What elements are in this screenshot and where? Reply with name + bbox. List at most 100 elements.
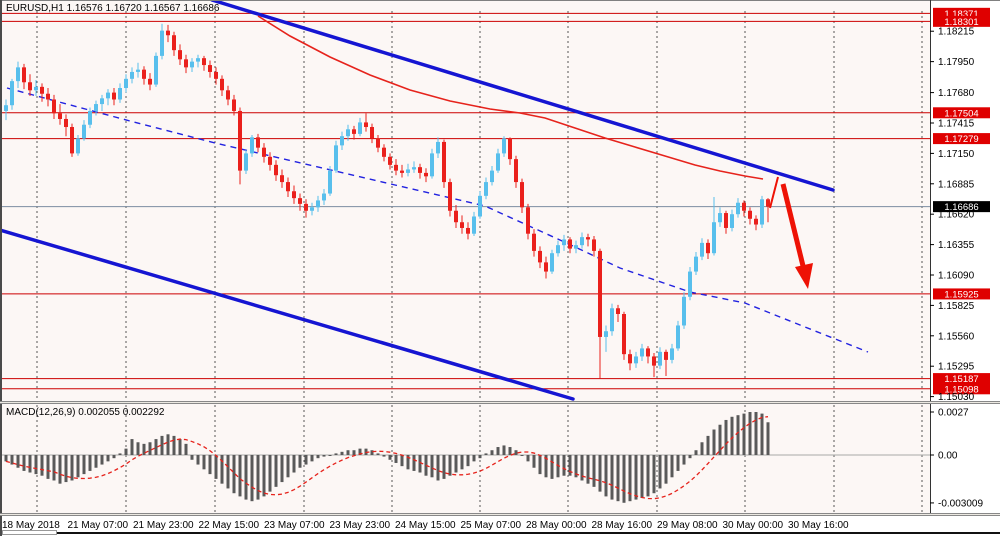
candle [28, 82, 32, 91]
candle [298, 198, 302, 204]
candle [142, 69, 146, 79]
price-tick-label: 1.16620 [938, 210, 975, 221]
candle [346, 129, 350, 137]
candle [424, 172, 428, 177]
price-tick-label: 1.17150 [938, 149, 975, 160]
candle [334, 145, 338, 171]
macd-bar [148, 442, 152, 455]
forecast-arrow[interactable] [769, 176, 813, 289]
macd-bar [100, 455, 104, 465]
candle [136, 69, 140, 72]
candle [388, 156, 392, 165]
candle [112, 92, 116, 100]
candle [196, 58, 200, 62]
macd-bar [136, 442, 140, 455]
macd-bar [196, 455, 200, 465]
macd-bar [652, 455, 656, 494]
red-moving-average [257, 15, 764, 180]
macd-bar [364, 448, 368, 455]
candle [430, 153, 434, 177]
macd-bar [70, 455, 74, 481]
macd-indicator-pane[interactable] [2, 411, 930, 503]
macd-tick-label: -0.003009 [938, 498, 983, 509]
candle [46, 93, 50, 100]
price-level-badge [933, 107, 990, 119]
macd-bar [214, 455, 218, 479]
candle [52, 99, 56, 114]
macd-bar [40, 455, 44, 476]
candle [610, 308, 614, 332]
candle [676, 325, 680, 349]
candle [250, 137, 254, 154]
macd-label: MACD(12,26,9) 0.002055 0.002292 [6, 407, 165, 418]
macd-bar [598, 455, 602, 492]
candle [652, 356, 656, 366]
price-level-badge [933, 288, 990, 300]
macd-bar [124, 448, 128, 455]
macd-bar [712, 429, 716, 455]
macd-bar [178, 439, 182, 455]
forecast-arrowhead[interactable] [795, 263, 813, 289]
macd-bar [268, 455, 272, 492]
macd-bar [508, 447, 512, 455]
candle [94, 104, 98, 111]
price-tick-label: 1.17415 [938, 118, 975, 129]
forecast-arrow-shaft[interactable] [780, 183, 807, 271]
trendline-overlays[interactable] [0, 0, 869, 401]
macd-bar [226, 455, 230, 489]
macd-bar [568, 455, 572, 476]
macd-bar [736, 415, 740, 455]
macd-bar [478, 455, 482, 459]
upper-trendline[interactable] [210, 0, 835, 192]
macd-bar [718, 424, 722, 455]
time-axis-label: 30 May 16:00 [788, 520, 849, 531]
macd-bar [340, 451, 344, 455]
candle [58, 113, 62, 119]
forecast-arrow-up-segment[interactable] [769, 176, 779, 209]
candle [520, 182, 524, 208]
candle [22, 67, 26, 83]
macd-bar [370, 450, 374, 455]
macd-bar [304, 455, 308, 465]
candle [616, 308, 620, 315]
candle [268, 156, 272, 165]
candle [712, 222, 716, 254]
candle [484, 182, 488, 196]
candle [718, 213, 722, 223]
macd-bar [586, 455, 590, 484]
candle [10, 81, 14, 106]
macd-bar [484, 453, 488, 455]
macd-bar [562, 455, 566, 476]
macd-bar [472, 455, 476, 462]
candle [382, 147, 386, 157]
candle [664, 351, 668, 360]
price-tick-label: 1.15030 [938, 392, 975, 403]
grid-lines [36, 11, 923, 513]
horizontal-scrollbar-thumb[interactable] [2, 530, 57, 535]
time-axis[interactable]: 18 May 2018 21 May 07:00 21 May 23:00 22 Ma… [2, 520, 849, 531]
time-axis-label: 28 May 00:00 [526, 520, 587, 531]
candle [292, 191, 296, 199]
candle [634, 356, 638, 364]
macd-bar [580, 455, 584, 481]
macd-bar [388, 455, 392, 460]
candle [628, 354, 632, 364]
candle [226, 90, 230, 100]
macd-bar [550, 455, 554, 479]
candle [244, 153, 248, 171]
candle [658, 351, 662, 366]
candle [340, 136, 344, 146]
time-axis-label: 21 May 23:00 [133, 520, 194, 531]
macd-bar [220, 455, 224, 484]
candle [766, 199, 770, 207]
macd-bar [394, 455, 398, 463]
candle [496, 153, 500, 171]
macd-bar [604, 455, 608, 497]
macd-bar [646, 455, 650, 497]
price-tick-label: 1.16885 [938, 179, 975, 190]
candle [478, 195, 482, 217]
lower-trendline[interactable] [0, 228, 575, 401]
